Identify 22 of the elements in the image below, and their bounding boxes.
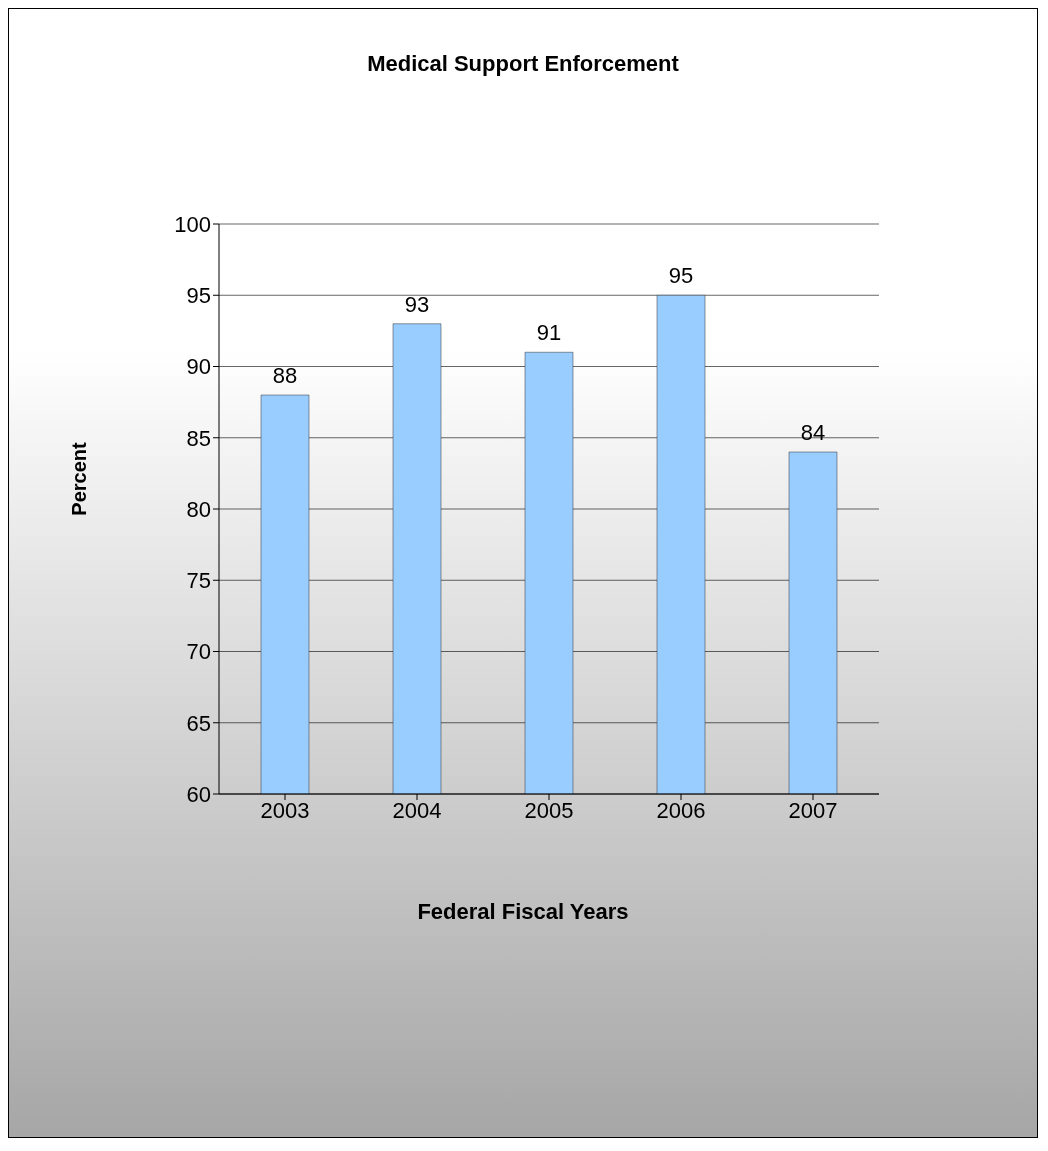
y-tick-label: 80 bbox=[186, 496, 211, 522]
x-tick-label: 2007 bbox=[788, 797, 838, 823]
x-tick-label: 2003 bbox=[260, 797, 310, 823]
x-tick-label: 2006 bbox=[656, 797, 706, 823]
data-label: 95 bbox=[668, 263, 694, 289]
x-axis-title: Federal Fiscal Years bbox=[416, 899, 630, 925]
y-tick-label: 95 bbox=[186, 283, 211, 309]
y-tick-label: 60 bbox=[186, 781, 211, 807]
x-tick-label: 2005 bbox=[524, 797, 574, 823]
y-tick-label: 65 bbox=[186, 710, 211, 736]
data-label: 93 bbox=[404, 291, 430, 317]
y-tick-label: 85 bbox=[186, 425, 211, 451]
data-label: 84 bbox=[800, 420, 826, 445]
y-tick-label: 90 bbox=[186, 354, 211, 380]
y-tick-label: 70 bbox=[186, 639, 211, 665]
y-axis-title: Percent bbox=[67, 442, 91, 516]
chart-title: Medical Support Enforcement bbox=[366, 51, 680, 77]
data-label: 88 bbox=[272, 363, 298, 388]
x-tick-label: 2004 bbox=[392, 797, 442, 823]
y-tick-label: 100 bbox=[174, 211, 211, 237]
data-label: 91 bbox=[536, 320, 562, 346]
y-tick-label: 75 bbox=[186, 568, 211, 594]
